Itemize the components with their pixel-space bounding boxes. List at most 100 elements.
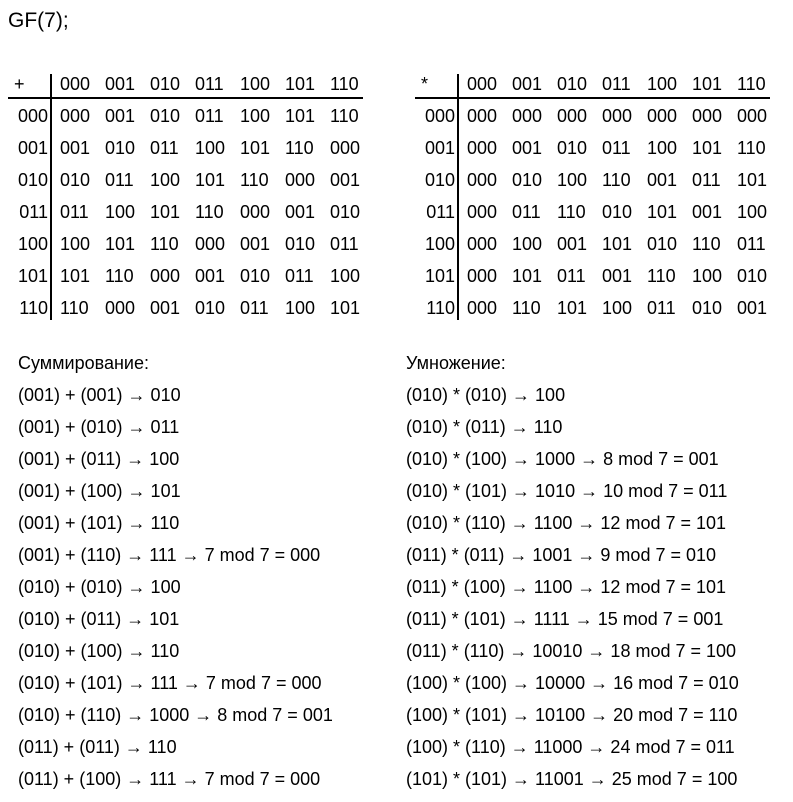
table-cell: 011	[602, 138, 631, 158]
table-cell: 100	[285, 298, 316, 318]
formula-line: (100) * (101) → 10100 → 20 mod 7 = 110	[406, 705, 738, 725]
row-header: 000	[424, 106, 455, 126]
table-cell: 101	[330, 298, 361, 318]
row-header: 110	[19, 298, 48, 318]
formula-line: (010) * (101) → 1010 → 10 mod 7 = 011	[406, 481, 728, 501]
table-cell: 110	[692, 234, 721, 254]
table-cell: 001	[60, 138, 91, 158]
row-header-rule	[50, 74, 52, 320]
column-header: 010	[150, 74, 181, 94]
table-cell: 101	[285, 106, 316, 126]
table-cell: 010	[60, 170, 91, 190]
table-cell: 110	[285, 138, 314, 158]
table-cell: 001	[150, 298, 181, 318]
table-cell: 001	[285, 202, 316, 222]
table-cell: 101	[240, 138, 271, 158]
table-cell: 100	[330, 266, 361, 286]
header-rule	[8, 97, 363, 99]
column-header: 011	[195, 74, 224, 94]
column-header: 110	[737, 74, 766, 94]
table-cell: 100	[692, 266, 723, 286]
table-cell: 000	[737, 106, 768, 126]
table-cell: 011	[285, 266, 314, 286]
table-cell: 100	[647, 138, 678, 158]
table-cell: 001	[737, 298, 768, 318]
table-cell: 010	[330, 202, 361, 222]
title: GF(7);	[8, 9, 69, 32]
row-header: 011	[19, 202, 48, 222]
table-cell: 001	[512, 138, 543, 158]
table-cell: 011	[150, 138, 179, 158]
table-cell: 001	[240, 234, 271, 254]
table-cell: 101	[557, 298, 588, 318]
formula-line: (001) + (010) → 011	[18, 417, 180, 437]
table-cell: 011	[737, 234, 766, 254]
table-cell: 000	[240, 202, 271, 222]
formula-line: (010) + (100) → 110	[18, 641, 180, 661]
column-header: 101	[285, 74, 316, 94]
table-corner: *	[421, 74, 429, 94]
table-cell: 010	[195, 298, 226, 318]
table-cell: 100	[60, 234, 91, 254]
table-cell: 000	[557, 106, 588, 126]
formula-line: (010) + (011) → 101	[18, 609, 180, 629]
formula-line: (101) * (101) → 11001 → 25 mod 7 = 100	[406, 769, 738, 789]
table-cell: 010	[150, 106, 181, 126]
row-header-rule	[457, 74, 459, 320]
table-cell: 101	[737, 170, 768, 190]
table-cell: 011	[60, 202, 89, 222]
formula-line: (011) * (100) → 1100 → 12 mod 7 = 101	[406, 577, 727, 597]
column-header: 101	[692, 74, 723, 94]
formula-line: (011) * (011) → 1001 → 9 mod 7 = 010	[406, 545, 717, 565]
table-cell: 101	[150, 202, 181, 222]
column-header: 100	[647, 74, 678, 94]
formula-line: (100) * (110) → 11000 → 24 mod 7 = 011	[406, 737, 735, 757]
column-header: 001	[105, 74, 136, 94]
row-header: 000	[17, 106, 48, 126]
table-cell: 000	[105, 298, 136, 318]
formula-line: (011) + (100) → 111 → 7 mod 7 = 000	[18, 769, 321, 789]
table-cell: 000	[467, 170, 498, 190]
column-header: 001	[512, 74, 543, 94]
formula-line: (011) * (110) → 10010 → 18 mod 7 = 100	[406, 641, 737, 661]
table-cell: 110	[150, 234, 179, 254]
table-cell: 101	[195, 170, 226, 190]
header-rule	[415, 97, 770, 99]
table-cell: 110	[557, 202, 586, 222]
table-cell: 001	[692, 202, 723, 222]
column-header: 000	[60, 74, 91, 94]
table-cell: 010	[240, 266, 271, 286]
formula-line: (010) * (100) → 1000 → 8 mod 7 = 001	[406, 449, 719, 469]
formula-line: (010) * (010) → 100	[406, 385, 566, 405]
table-cell: 001	[557, 234, 588, 254]
table-cell: 100	[240, 106, 271, 126]
table-cell: 110	[737, 138, 766, 158]
table-cell: 000	[150, 266, 181, 286]
table-cell: 001	[602, 266, 633, 286]
row-header: 110	[426, 298, 455, 318]
table-cell: 000	[512, 106, 543, 126]
table-cell: 000	[467, 202, 498, 222]
row-header: 001	[424, 138, 455, 158]
formula-line: (011) + (011) → 110	[18, 737, 177, 757]
table-cell: 101	[60, 266, 91, 286]
section-heading: Суммирование:	[18, 353, 150, 373]
table-cell: 110	[105, 266, 134, 286]
table-cell: 101	[692, 138, 723, 158]
table-cell: 100	[195, 138, 226, 158]
table-cell: 000	[467, 234, 498, 254]
table-cell: 000	[60, 106, 91, 126]
table-cell: 101	[512, 266, 543, 286]
row-header: 100	[424, 234, 455, 254]
table-cell: 011	[330, 234, 359, 254]
table-cell: 010	[692, 298, 723, 318]
table-cell: 010	[737, 266, 768, 286]
table-cell: 011	[195, 106, 224, 126]
table-cell: 101	[602, 234, 633, 254]
table-cell: 001	[105, 106, 136, 126]
formula-line: (010) + (110) → 1000 → 8 mod 7 = 001	[18, 705, 333, 725]
table-cell: 100	[737, 202, 768, 222]
table-cell: 000	[467, 298, 498, 318]
table-cell: 011	[692, 170, 721, 190]
formula-line: (001) + (011) → 100	[18, 449, 180, 469]
